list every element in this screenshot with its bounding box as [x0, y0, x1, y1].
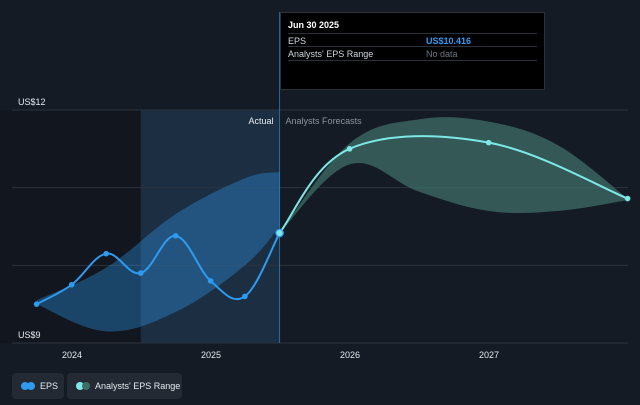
- data-point-s0-6: [242, 293, 248, 300]
- range-legend-icon: [76, 382, 92, 390]
- tooltip-date: Jun 30 2025: [288, 20, 340, 30]
- data-point-s1-2: [485, 139, 492, 146]
- x-tick-2024: 2024: [62, 350, 82, 360]
- data-point-s0-5: [207, 278, 214, 284]
- data-point-s0-2: [103, 250, 109, 257]
- actual-label: Actual: [249, 116, 274, 126]
- data-point-s0-0: [33, 301, 40, 307]
- tooltip-row-eps: EPS US$10.416: [288, 33, 537, 47]
- x-tick-2027: 2027: [479, 350, 499, 360]
- past-region-shade: [0, 110, 141, 343]
- actual-region-shade: [140, 110, 280, 343]
- y-label-top: US$12: [18, 97, 46, 107]
- x-tick-2026: 2026: [340, 350, 360, 360]
- tooltip-eps-label: EPS: [288, 36, 307, 46]
- tooltip-range-label: Analysts' EPS Range: [288, 49, 374, 59]
- y-label-bottom: US$9: [18, 330, 41, 340]
- forecast-label: Analysts Forecasts: [286, 116, 363, 126]
- eps-legend-icon: [21, 382, 37, 390]
- data-point-s1-1: [346, 146, 353, 152]
- data-point-s0-1: [68, 281, 75, 288]
- analyst-range-band: [279, 117, 628, 234]
- tooltip-row-range: Analysts' EPS Range No data: [288, 46, 537, 61]
- legend-eps-toggle[interactable]: EPS: [12, 373, 64, 399]
- x-tick-2025: 2025: [201, 350, 221, 360]
- series-line-1: [278, 135, 628, 234]
- data-tooltip: Jun 30 2025 EPS US$10.416 Analysts' EPS …: [280, 12, 545, 90]
- tooltip-eps-value: US$10.416: [426, 36, 472, 46]
- data-point-s1-3: [624, 195, 631, 202]
- data-point-s0-4: [172, 233, 179, 239]
- legend-eps-label: EPS: [40, 381, 59, 391]
- data-point-s0-3: [137, 270, 144, 276]
- data-point-s1-0: [276, 230, 283, 236]
- tooltip-range-value: No data: [426, 49, 458, 59]
- legend-range-toggle[interactable]: Analysts' EPS Range: [67, 373, 182, 399]
- legend-range-label: Analysts' EPS Range: [95, 381, 181, 391]
